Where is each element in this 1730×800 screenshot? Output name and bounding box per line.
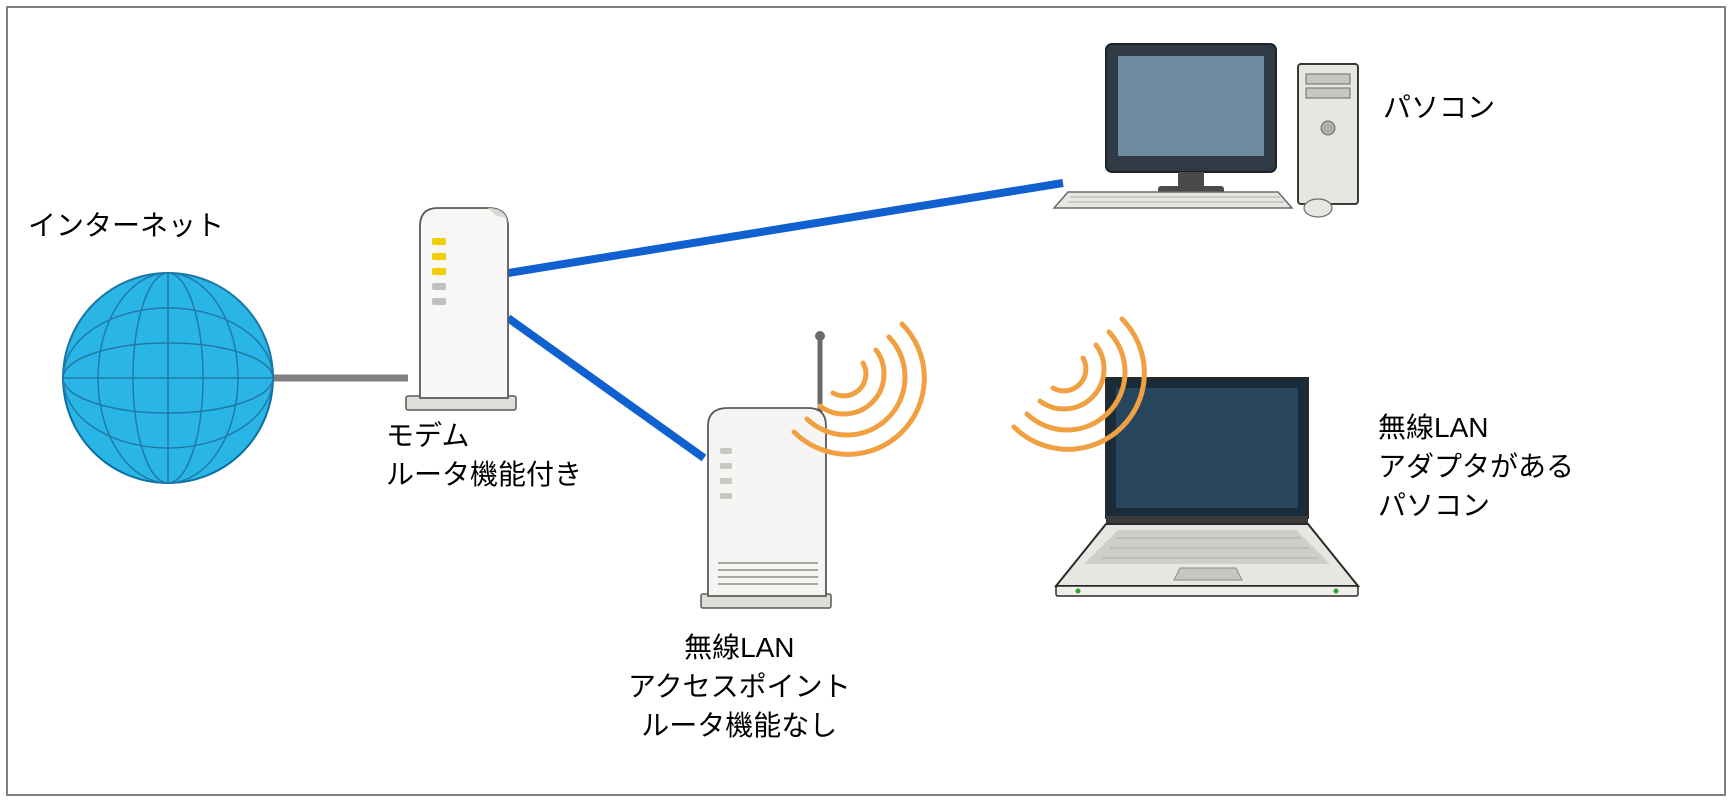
modem-icon: [406, 208, 516, 410]
laptop-pc-label: 無線LAN アダプタがある パソコン: [1378, 408, 1574, 526]
access-point-icon: [701, 324, 924, 608]
edge-modem-desktop: [508, 183, 1063, 273]
laptop-pc-icon: [1014, 319, 1358, 596]
access-point-label: 無線LAN アクセスポイント ルータ機能なし: [628, 628, 851, 746]
internet-icon: [63, 273, 273, 483]
modem-label: モデム ルータ機能付き: [386, 416, 582, 494]
internet-label: インターネット: [28, 206, 224, 245]
desktop-pc-label: パソコン: [1383, 88, 1495, 127]
diagram-frame: インターネット モデム ルータ機能付き 無線LAN アクセスポイント ルータ機能…: [6, 6, 1726, 796]
desktop-pc-icon: [1054, 44, 1358, 217]
